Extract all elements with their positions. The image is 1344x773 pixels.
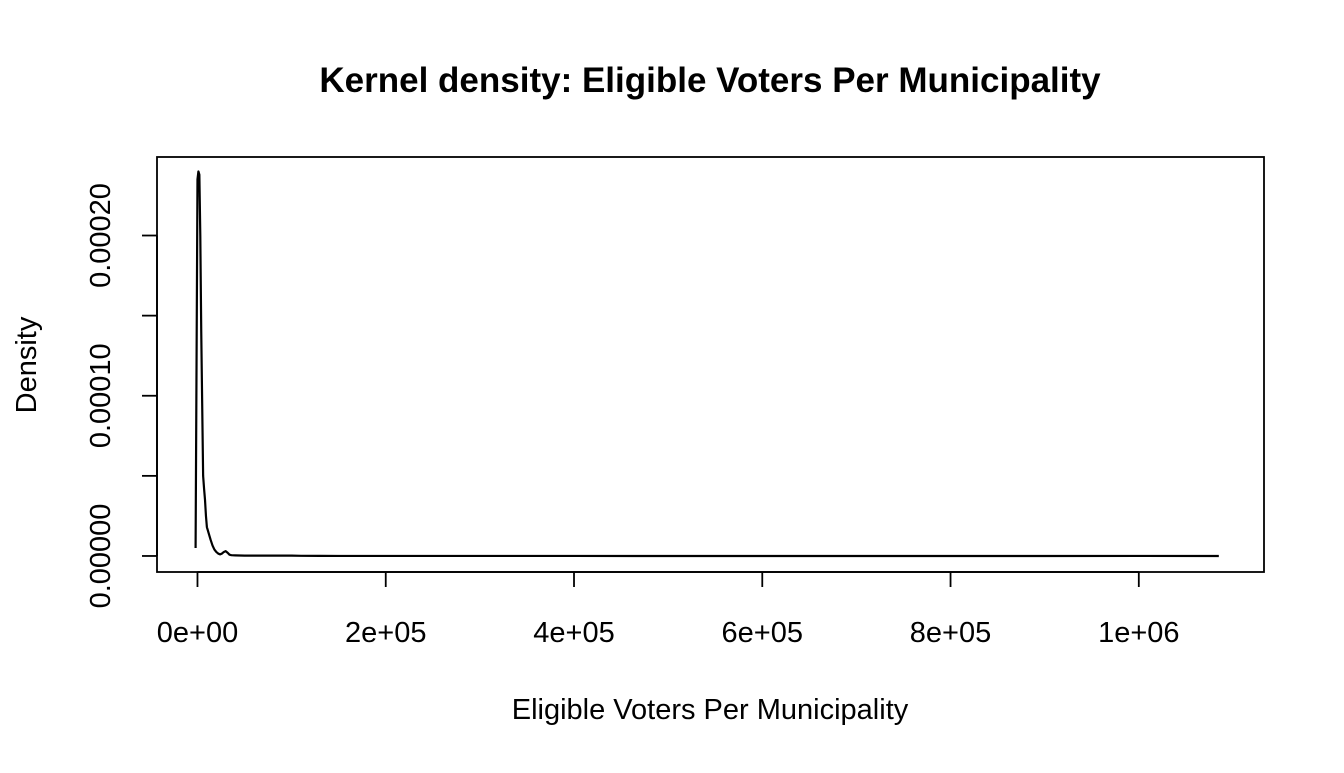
density-line bbox=[194, 170, 1219, 558]
series-layer bbox=[194, 170, 1219, 558]
y-tick-label: 0.00010 bbox=[85, 343, 117, 448]
x-tick-label: 6e+05 bbox=[722, 617, 803, 649]
plot-frame bbox=[156, 156, 1265, 573]
y-tick-label: 0.00020 bbox=[85, 183, 117, 288]
y-tick-label: 0.00000 bbox=[85, 504, 117, 609]
y-axis: 0.00000 0.00010 0.00020 bbox=[85, 183, 158, 609]
chart-title: Kernel density: Eligible Voters Per Muni… bbox=[319, 61, 1101, 100]
y-axis-label: Density bbox=[11, 316, 43, 413]
x-tick-label: 2e+05 bbox=[345, 617, 426, 649]
x-axis-label: Eligible Voters Per Municipality bbox=[512, 694, 909, 726]
x-tick-label: 0e+00 bbox=[157, 617, 238, 649]
x-axis: 0e+00 2e+05 4e+05 6e+05 8e+05 1e+06 bbox=[157, 571, 1180, 649]
x-tick-label: 8e+05 bbox=[910, 617, 991, 649]
x-tick-label: 1e+06 bbox=[1098, 617, 1179, 649]
x-tick-label: 4e+05 bbox=[533, 617, 614, 649]
